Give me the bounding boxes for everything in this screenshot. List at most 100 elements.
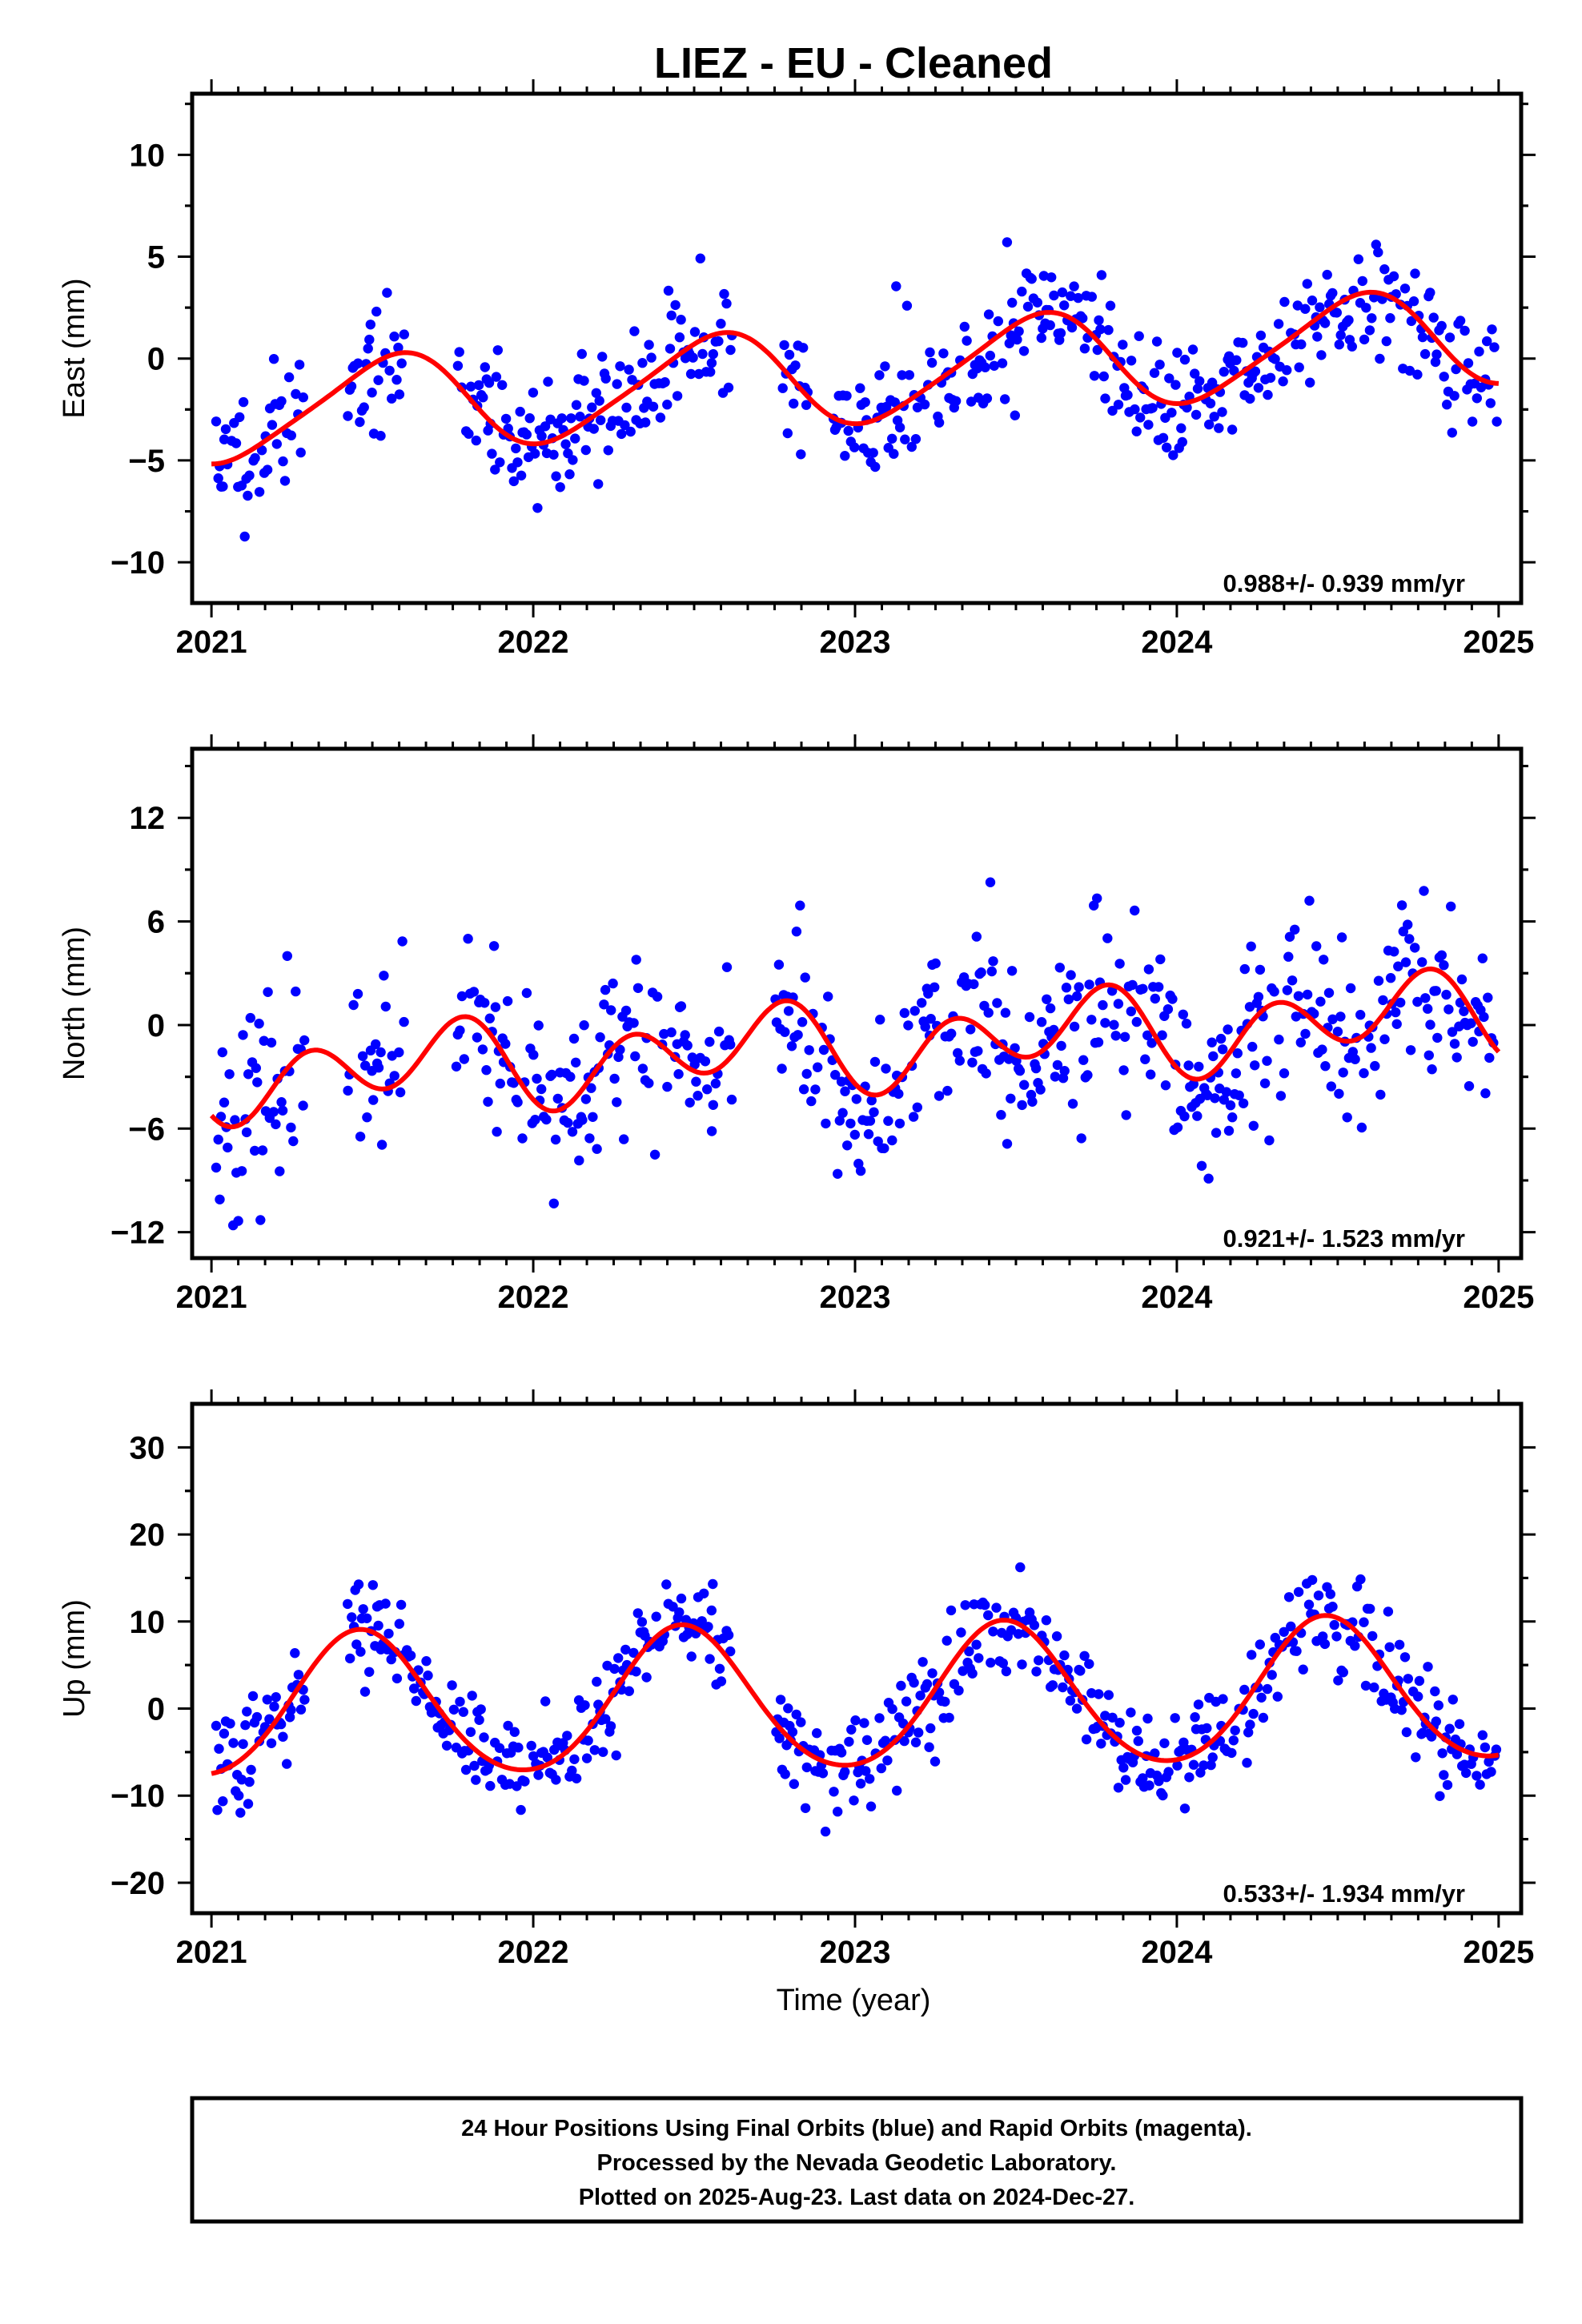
up-point — [624, 1686, 634, 1696]
north-point — [608, 978, 618, 989]
up-point — [899, 1735, 909, 1747]
north-point — [1404, 934, 1415, 944]
east-point — [900, 434, 910, 444]
up-point — [605, 1721, 616, 1731]
east-point — [1107, 405, 1118, 416]
north-point — [1395, 997, 1406, 1008]
north-point — [662, 1081, 673, 1092]
up-point — [1172, 1760, 1182, 1771]
east-point — [1385, 313, 1395, 324]
east-point — [1224, 351, 1235, 361]
up-point — [293, 1670, 304, 1680]
east-point — [1046, 272, 1057, 283]
north-point — [1098, 999, 1108, 1011]
north-point — [869, 1107, 879, 1118]
north-point — [1227, 1112, 1238, 1123]
up-x-tick-label: 2023 — [819, 1935, 890, 1970]
east-point — [993, 316, 1004, 327]
east-point — [596, 415, 606, 425]
up-point — [1202, 1723, 1212, 1734]
north-point — [1150, 993, 1161, 1004]
east-point — [1089, 371, 1100, 381]
east-point — [389, 332, 400, 342]
up-point — [214, 1743, 224, 1754]
east-point — [1371, 239, 1382, 250]
east-point — [934, 417, 945, 428]
up-point — [218, 1796, 228, 1807]
east-point — [1103, 324, 1114, 336]
north-point — [1126, 1006, 1137, 1017]
up-point — [1444, 1723, 1455, 1734]
north-point — [352, 988, 363, 999]
east-point — [676, 315, 686, 325]
north-point — [797, 1017, 808, 1027]
up-point — [219, 1728, 230, 1739]
north-point — [1405, 1045, 1416, 1055]
north-point — [1464, 1081, 1475, 1092]
north-y-axis-label: North (mm) — [58, 927, 91, 1080]
north-y-tick-label: 12 — [130, 801, 166, 836]
north-point — [966, 1024, 976, 1035]
up-point — [467, 1691, 477, 1701]
east-point — [551, 471, 561, 481]
up-point — [1159, 1738, 1170, 1748]
east-point — [1007, 297, 1018, 308]
east-point — [1425, 287, 1435, 298]
north-point — [1078, 1055, 1089, 1065]
north-point — [1076, 1133, 1086, 1144]
north-point — [276, 1097, 287, 1108]
north-point — [1054, 963, 1066, 973]
up-point — [455, 1696, 465, 1707]
up-point — [448, 1704, 460, 1715]
up-point — [235, 1807, 246, 1818]
up-point — [1118, 1763, 1129, 1773]
up-x-tick-label: 2021 — [176, 1935, 247, 1970]
north-point — [360, 1060, 371, 1071]
north-point — [619, 1134, 629, 1144]
up-point — [540, 1696, 551, 1707]
up-point — [347, 1612, 357, 1622]
north-point — [1006, 1093, 1016, 1104]
north-point — [1066, 970, 1076, 980]
north-point — [490, 1002, 501, 1012]
north-point — [268, 1107, 279, 1117]
up-y-tick-label: 30 — [130, 1430, 166, 1466]
east-point — [497, 380, 508, 390]
up-point — [988, 1626, 998, 1637]
east-point — [570, 433, 580, 444]
up-point — [1247, 1650, 1257, 1660]
north-point — [791, 927, 802, 937]
north-point — [881, 1063, 891, 1074]
up-point — [1133, 1735, 1144, 1747]
east-point — [629, 326, 640, 336]
east-point — [1245, 393, 1255, 404]
east-point — [1364, 325, 1375, 336]
north-point — [1468, 1036, 1478, 1047]
east-point — [1166, 408, 1177, 418]
up-point — [1411, 1752, 1421, 1763]
east-point — [391, 375, 402, 385]
up-point — [1051, 1631, 1062, 1642]
up-point — [1184, 1772, 1195, 1783]
north-point — [532, 1073, 542, 1084]
east-point — [721, 298, 732, 309]
north-point — [399, 1016, 409, 1027]
east-point — [571, 400, 582, 410]
up-point — [1313, 1590, 1324, 1601]
up-point — [411, 1695, 421, 1707]
east-point — [1126, 356, 1137, 366]
up-point — [699, 1588, 709, 1599]
up-point — [1131, 1725, 1142, 1736]
east-point — [471, 435, 481, 446]
east-point — [841, 391, 852, 401]
east-point — [1305, 377, 1315, 388]
east-model-curve — [211, 289, 1500, 467]
up-point — [409, 1683, 420, 1694]
up-point — [1138, 1773, 1148, 1783]
east-point — [1059, 300, 1070, 311]
east-point — [1118, 340, 1128, 350]
north-point — [459, 1054, 469, 1064]
east-data-points — [211, 237, 1502, 542]
east-point — [708, 348, 718, 360]
north-point — [223, 1142, 233, 1153]
